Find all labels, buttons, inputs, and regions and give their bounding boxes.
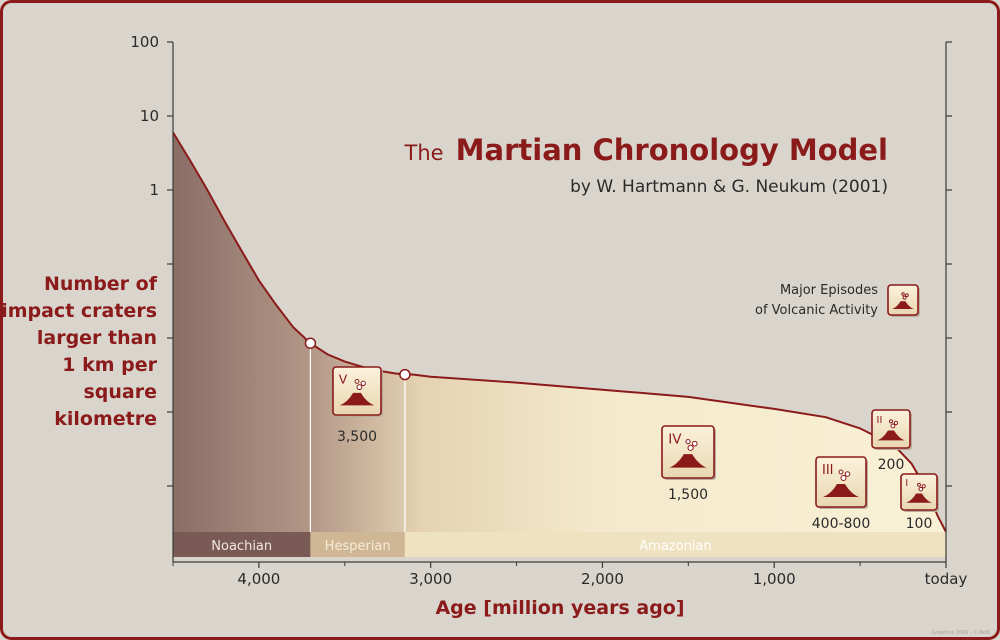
x-tick-label: today — [925, 570, 968, 588]
chart-title: The Martian Chronology Model — [404, 133, 889, 167]
volcano-numeral: II — [877, 415, 883, 426]
volcano-age-label: 200 — [878, 457, 905, 473]
volcano-age-label: 400-800 — [812, 516, 871, 532]
legend-line-1: Major Episodes — [780, 283, 878, 298]
volcano-icon: I — [900, 473, 939, 512]
crater-density-area — [173, 132, 946, 532]
chart-subtitle: by W. Hartmann & G. Neukum (2001) — [570, 177, 888, 197]
epoch-boundaries — [309, 343, 406, 557]
volcano-icon — [887, 284, 920, 317]
x-tick-label: 2,000 — [581, 570, 624, 588]
volcano-icon: IV — [661, 425, 716, 480]
epoch-band-amazonian — [404, 532, 946, 557]
footer-credit: Graphics 2009 – C.Reiß — [932, 630, 990, 636]
x-tick-label: 3,000 — [409, 570, 452, 588]
y-label-line: impact craters — [1, 300, 157, 322]
epoch-band-hesperian — [310, 532, 405, 557]
y-label-line: Number of — [44, 273, 158, 295]
volcano-age-label: 1,500 — [668, 487, 708, 503]
volcano-icon: III — [815, 456, 868, 509]
epoch-label-amazonian: Amazonian — [639, 539, 711, 554]
x-tick-label: 1,000 — [753, 570, 796, 588]
epoch-label-noachian: Noachian — [211, 539, 272, 554]
epoch-boundary-marker — [304, 337, 317, 349]
volcano-icon: II — [871, 409, 912, 450]
boundary-markers — [304, 337, 411, 381]
legend-line-2: of Volcanic Activity — [755, 303, 878, 318]
volcano-numeral: V — [339, 371, 348, 386]
volcano-age-label: 100 — [906, 516, 933, 532]
y-label-line: square — [83, 381, 157, 403]
epoch-band-noachian — [173, 532, 311, 557]
volcano-icon: V — [332, 366, 383, 417]
legend-volcano-icon — [887, 284, 920, 317]
epoch-bands: Noachian Hesperian Amazonian — [173, 532, 946, 557]
x-ticks: 4,000 3,000 2,000 1,000 today — [172, 562, 968, 588]
epoch-label-hesperian: Hesperian — [325, 539, 391, 554]
y-label-line: larger than — [37, 327, 157, 349]
volcano-numeral: I — [905, 478, 908, 489]
y-label-line: 1 km per — [62, 354, 157, 376]
volcano-numeral: IV — [668, 432, 682, 448]
y-label-line: kilometre — [54, 408, 157, 430]
x-axis-label: Age [million years ago] — [435, 597, 684, 619]
x-tick-label: 4,000 — [237, 570, 280, 588]
y-tick-label: 100 — [130, 33, 159, 51]
y-tick-label: 1 — [149, 181, 159, 199]
y-axis-label: Number of impact craters larger than 1 km p… — [1, 273, 158, 430]
y-tick-label: 10 — [140, 107, 159, 125]
volcano-numeral: III — [822, 463, 834, 478]
y-ticks: 100 10 1 — [130, 33, 952, 487]
epoch-boundary-marker — [399, 368, 411, 381]
volcano-age-label: 3,500 — [337, 429, 377, 445]
